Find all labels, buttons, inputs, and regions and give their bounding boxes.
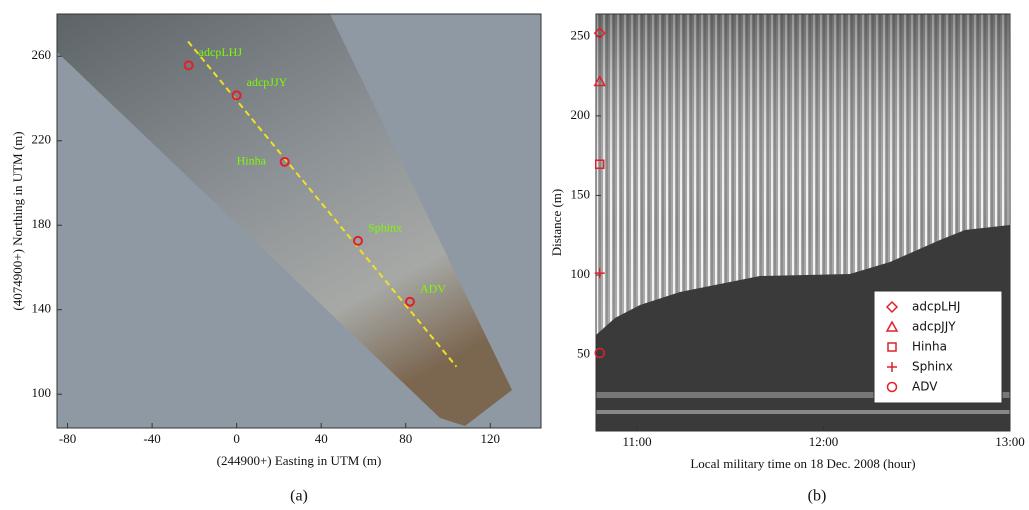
y-tick-label: 220 xyxy=(32,132,52,147)
legend-label: adcpLHJ xyxy=(912,300,960,314)
point xyxy=(352,235,363,246)
point xyxy=(183,60,194,71)
y-tick-label: 200 xyxy=(571,107,591,122)
caption: (b) xyxy=(808,488,827,505)
marker xyxy=(594,268,605,279)
y-tick-label: 250 xyxy=(571,27,591,42)
sonar-image xyxy=(57,14,512,426)
x-tick-label: 13:00 xyxy=(995,434,1025,449)
y-tick-label: 100 xyxy=(32,385,52,400)
caption: (a) xyxy=(290,488,308,505)
x-tick-label: 0 xyxy=(233,431,240,446)
point xyxy=(279,156,290,167)
y-axis-label: Distance (m) xyxy=(549,189,564,257)
x-tick-label: 80 xyxy=(399,431,412,446)
marker xyxy=(887,362,897,372)
y-tick-label: 260 xyxy=(32,47,52,62)
point-label: adcpJJY xyxy=(247,75,288,89)
x-axis-label: Local military time on 18 Dec. 2008 (hou… xyxy=(690,456,915,471)
legend-label: ADV xyxy=(912,380,938,394)
legend-label: adcpJJY xyxy=(912,320,956,334)
y-tick-label: 150 xyxy=(571,186,591,201)
point xyxy=(404,296,415,307)
x-tick-label: 120 xyxy=(481,431,501,446)
marker xyxy=(593,74,607,87)
band xyxy=(596,410,1010,414)
marker xyxy=(594,347,605,359)
marker xyxy=(887,342,897,352)
x-tick-label: 11:00 xyxy=(622,434,651,449)
x-tick-label: -80 xyxy=(59,431,76,446)
point-label: ADV xyxy=(420,281,446,295)
axes-frame xyxy=(56,13,542,429)
band xyxy=(596,392,1010,398)
point-label: Hinha xyxy=(237,154,267,168)
point-label: Sphinx xyxy=(368,221,402,235)
point-label: adcpLHJ xyxy=(199,45,243,59)
marker xyxy=(593,27,606,40)
axes-frame xyxy=(595,13,1011,432)
x-tick-label: -40 xyxy=(143,431,160,446)
marker xyxy=(594,159,605,169)
marker xyxy=(885,320,899,332)
y-tick-label: 100 xyxy=(571,266,591,281)
legend-label: Sphinx xyxy=(912,360,953,374)
y-tick-label: 50 xyxy=(577,346,590,361)
point xyxy=(231,90,242,101)
x-axis-label: (244900+) Easting in UTM (m) xyxy=(217,453,382,468)
panel-a xyxy=(57,14,541,428)
x-tick-label: 12:00 xyxy=(809,434,839,449)
y-tick-label: 180 xyxy=(32,216,52,231)
y-axis-label: (4074900+) Northing in UTM (m) xyxy=(10,131,25,310)
x-tick-label: 40 xyxy=(315,431,328,446)
marker xyxy=(885,300,899,314)
marker xyxy=(886,381,898,393)
y-tick-label: 140 xyxy=(32,301,52,316)
legend-label: Hinha xyxy=(912,340,947,354)
